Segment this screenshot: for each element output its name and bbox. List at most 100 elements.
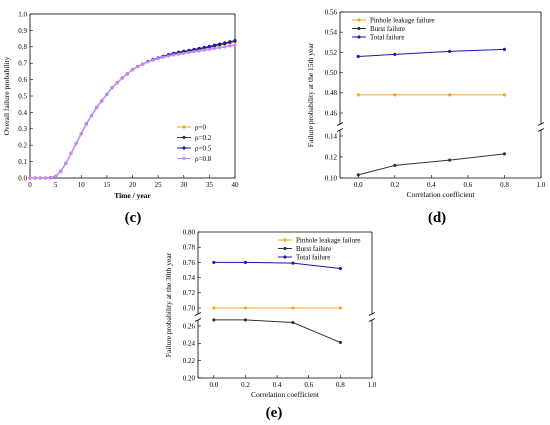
data-point [192,50,196,54]
data-point [115,81,119,85]
data-point [48,176,53,180]
y-tick-label: 0.2 [18,142,27,150]
data-point [28,176,32,180]
y-tick-label: 0.0 [18,174,27,182]
data-point [502,93,507,97]
y-tick-label: 0.12 [325,153,338,161]
y-tick-label: 0.1 [18,158,27,166]
data-point [291,306,295,310]
data-point [79,132,83,136]
data-point [207,47,212,51]
data-point [120,76,124,80]
y-tick-label: 0.56 [325,8,338,16]
data-point [393,93,397,97]
data-point [64,161,68,165]
data-point [212,306,216,310]
series-line [213,261,341,269]
x-tick-label: 40 [232,181,240,189]
chart-c: 0 5 10 15 20 25 30 35 40 0.0 0.1 0.2 0.3 0.4 0.5 0.6 0.7… [2,10,239,226]
y-tick-label: 0.74 [183,274,196,282]
data-point [223,41,227,45]
legend-label: ρ=0.8 [195,155,212,163]
chart-d: 0.0 0.2 0.4 0.6 0.8 1.0 0.10 0.12 0.14 0.46 0.48 0.… [306,8,546,226]
data-point [228,40,232,44]
x-tick-label: 15 [103,181,111,189]
legend-label: Burst failure [296,245,331,253]
data-point [217,45,222,50]
data-point [447,158,452,162]
legend-label: Burst failure [370,25,405,33]
y-tick-label: 0.7 [18,60,27,68]
data-point [84,122,89,126]
x-tick-label: 0.4 [273,381,282,389]
data-point [187,50,191,55]
data-point [233,38,237,43]
legend-marker [182,135,186,140]
data-point [356,93,360,97]
legend-label: Pinhole leakage failure [296,237,361,245]
axis-break-mark [537,128,545,132]
legend-label: ρ=0 [195,124,206,132]
y-tick-label: 0.76 [183,259,196,267]
data-point [171,53,176,57]
data-point [69,151,73,156]
data-point [182,51,186,56]
data-point [291,261,295,265]
data-point [33,176,37,180]
y-tick-label: 0.72 [183,289,196,297]
data-point [233,43,237,47]
axis-break-mark [194,312,202,316]
y-tick-label: 0.5 [18,92,27,100]
x-tick-label: 20 [129,181,137,189]
data-point [393,52,397,57]
y-tick-label: 0.80 [183,228,196,236]
data-point [223,45,227,49]
plot-frame [29,13,236,179]
data-point [166,54,171,58]
series-line [358,48,505,57]
legend-marker [283,246,287,251]
y-tick-label: 0.54 [325,29,338,37]
legend-label: Total failure [296,254,330,262]
y-tick-label: 0.52 [325,49,338,57]
x-axis-label: Time / year [114,191,151,200]
legend-marker [182,125,186,129]
x-tick-label: 30 [180,181,188,189]
y-tick-label: 0.22 [183,357,196,365]
x-tick-label: 1.0 [368,381,377,389]
data-point [393,163,397,168]
x-axis-label: Correlation coefficient [251,390,320,399]
data-point [125,72,130,76]
legend-marker [283,238,287,242]
data-point [53,174,58,179]
x-tick-label: 25 [155,181,163,189]
data-point [161,55,165,59]
data-point [110,86,114,90]
data-point [146,60,150,64]
x-axis-label: Correlation coefficient [407,190,476,199]
panel-label: (e) [266,405,283,421]
x-tick-label: 35 [206,181,214,189]
axis-break-mark [194,318,202,322]
x-tick-label: 0.6 [304,381,313,389]
x-tick-label: 0.8 [336,381,345,389]
axis-break-mark [368,312,376,316]
x-tick-label: 5 [54,181,58,189]
data-point [38,176,42,180]
x-tick-label: 0.8 [500,181,509,189]
y-tick-label: 0.3 [18,125,27,133]
data-point [89,114,94,118]
data-point [74,141,78,146]
y-tick-label: 0.50 [325,69,338,77]
legend-marker [357,35,361,39]
y-tick-label: 0.48 [325,89,338,97]
legend-label: ρ=0.2 [195,134,212,142]
data-point [151,58,155,62]
y-tick-label: 0.4 [18,109,27,117]
y-axis-label: Failure probability at the 30th year [164,252,173,357]
panel-label: (c) [125,210,142,226]
y-axis-label: Failure probability at the 15th year [306,42,315,147]
data-point [502,47,507,52]
legend-marker [182,146,186,150]
y-tick-label: 1.0 [18,10,27,18]
